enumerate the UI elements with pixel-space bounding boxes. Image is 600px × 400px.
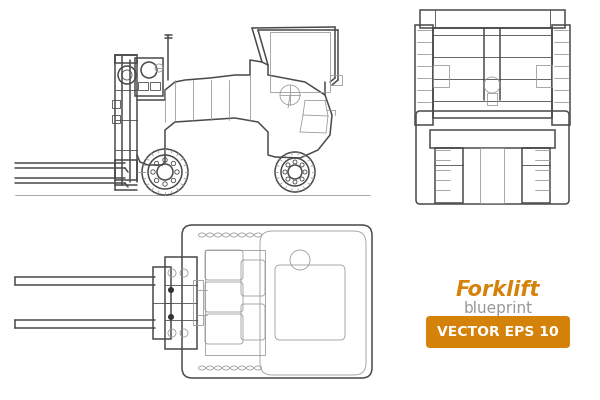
Bar bbox=[112, 115, 120, 123]
Bar bbox=[522, 148, 550, 203]
Text: VECTOR EPS 10: VECTOR EPS 10 bbox=[437, 325, 559, 339]
Bar bbox=[193, 280, 203, 325]
Bar bbox=[435, 148, 463, 203]
Bar bbox=[112, 100, 120, 108]
Circle shape bbox=[168, 287, 174, 293]
Bar bbox=[487, 93, 497, 105]
Text: blueprint: blueprint bbox=[463, 300, 533, 316]
Bar bbox=[330, 75, 342, 85]
Bar bbox=[165, 257, 197, 349]
Bar bbox=[552, 25, 570, 125]
Bar bbox=[433, 65, 449, 87]
Bar bbox=[270, 32, 330, 92]
Bar bbox=[115, 160, 137, 180]
Bar bbox=[433, 28, 552, 118]
Bar bbox=[135, 58, 163, 96]
Text: Forklift: Forklift bbox=[456, 280, 540, 300]
Bar bbox=[150, 82, 160, 90]
Circle shape bbox=[168, 314, 174, 320]
Bar bbox=[480, 148, 504, 203]
Bar bbox=[153, 267, 171, 339]
Bar bbox=[415, 25, 433, 125]
Bar bbox=[138, 82, 148, 90]
Bar bbox=[420, 10, 565, 28]
Bar bbox=[115, 55, 137, 63]
Bar bbox=[536, 65, 552, 87]
Bar bbox=[205, 250, 265, 355]
Bar bbox=[430, 130, 555, 148]
FancyBboxPatch shape bbox=[426, 316, 570, 348]
